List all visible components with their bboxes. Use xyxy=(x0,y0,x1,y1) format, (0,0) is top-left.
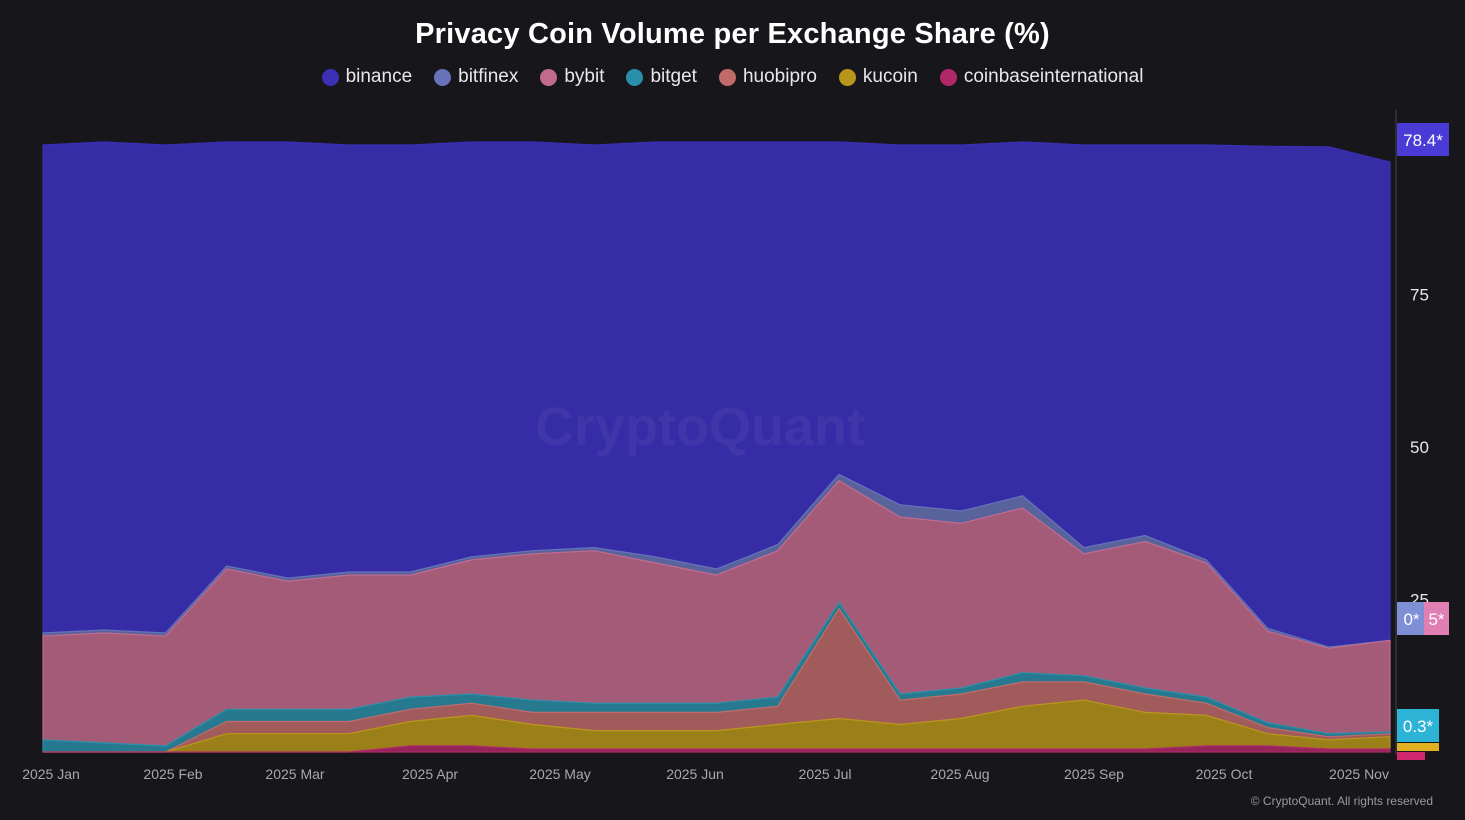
copyright-footer: © CryptoQuant. All rights reserved xyxy=(1250,794,1433,808)
legend-swatch-bitfinex xyxy=(434,68,452,86)
legend-item-bitget[interactable]: bitget xyxy=(626,66,697,88)
value-badges: 78.4* 0* 5* 0.3* xyxy=(1397,123,1449,760)
area-coinbaseinternational[interactable] xyxy=(43,745,1391,753)
legend-item-huobipro[interactable]: huobipro xyxy=(718,66,817,88)
legend-item-bitfinex[interactable]: bitfinex xyxy=(434,66,518,88)
x-tick-label: 2025 Apr xyxy=(402,766,458,782)
legend-item-coinbaseinternational[interactable]: coinbaseinternational xyxy=(939,66,1144,88)
legend-item-bybit[interactable]: bybit xyxy=(540,66,604,88)
y-tick-label: 75 xyxy=(1410,286,1429,305)
x-tick-label: 2025 Aug xyxy=(930,766,989,782)
badge-binance-label: 78.4* xyxy=(1403,131,1443,150)
legend-swatch-bybit xyxy=(540,68,558,86)
legend-label-bitfinex: bitfinex xyxy=(458,66,519,87)
x-tick-label: 2025 Jul xyxy=(799,766,852,782)
legend-swatch-bitget xyxy=(626,68,644,86)
watermark: CryptoQuant xyxy=(535,397,865,457)
x-tick-label: 2025 Mar xyxy=(265,766,324,782)
x-tick-label: 2025 Jun xyxy=(666,766,724,782)
legend-item-binance[interactable]: binance xyxy=(321,66,413,88)
badge-bybit-label: 5* xyxy=(1428,610,1444,629)
badge-kucoin-stub xyxy=(1397,743,1439,751)
stacked-areas xyxy=(42,141,1391,753)
y-tick-label: 50 xyxy=(1410,438,1429,457)
x-tick-label: 2025 Oct xyxy=(1196,766,1253,782)
x-tick-label: 2025 Feb xyxy=(143,766,202,782)
legend-label-binance: binance xyxy=(345,66,413,87)
x-tick-label: 2025 Sep xyxy=(1064,766,1124,782)
legend-label-bybit: bybit xyxy=(564,66,605,87)
legend-label-kucoin: kucoin xyxy=(862,66,918,87)
legend: binance bitfinex bybit bitget huobipro k… xyxy=(0,66,1465,88)
badge-binance-bg xyxy=(1397,123,1449,156)
legend-swatch-huobipro xyxy=(718,68,736,86)
legend-swatch-kucoin xyxy=(838,68,856,86)
x-tick-label: 2025 Nov xyxy=(1329,766,1389,782)
badge-coinbaseinternational-stub xyxy=(1397,752,1425,760)
badge-bitget-bg xyxy=(1397,709,1439,742)
chart-title: Privacy Coin Volume per Exchange Share (… xyxy=(415,18,1050,50)
legend-label-coinbaseinternational: coinbaseinternational xyxy=(963,66,1144,87)
legend-swatch-binance xyxy=(321,68,339,86)
badge-bitfinex-bg xyxy=(1397,602,1426,635)
legend-item-kucoin[interactable]: kucoin xyxy=(838,66,918,88)
legend-label-bitget: bitget xyxy=(650,66,697,87)
x-tick-label: 2025 May xyxy=(529,766,590,782)
badge-bitget-label: 0.3* xyxy=(1403,717,1434,736)
badge-bitfinex-label: 0* xyxy=(1403,610,1419,629)
x-tick-label: 2025 Jan xyxy=(22,766,80,782)
badge-bybit-bg xyxy=(1424,602,1449,635)
legend-swatch-coinbaseinternational xyxy=(939,68,957,86)
legend-label-huobipro: huobipro xyxy=(742,66,817,87)
